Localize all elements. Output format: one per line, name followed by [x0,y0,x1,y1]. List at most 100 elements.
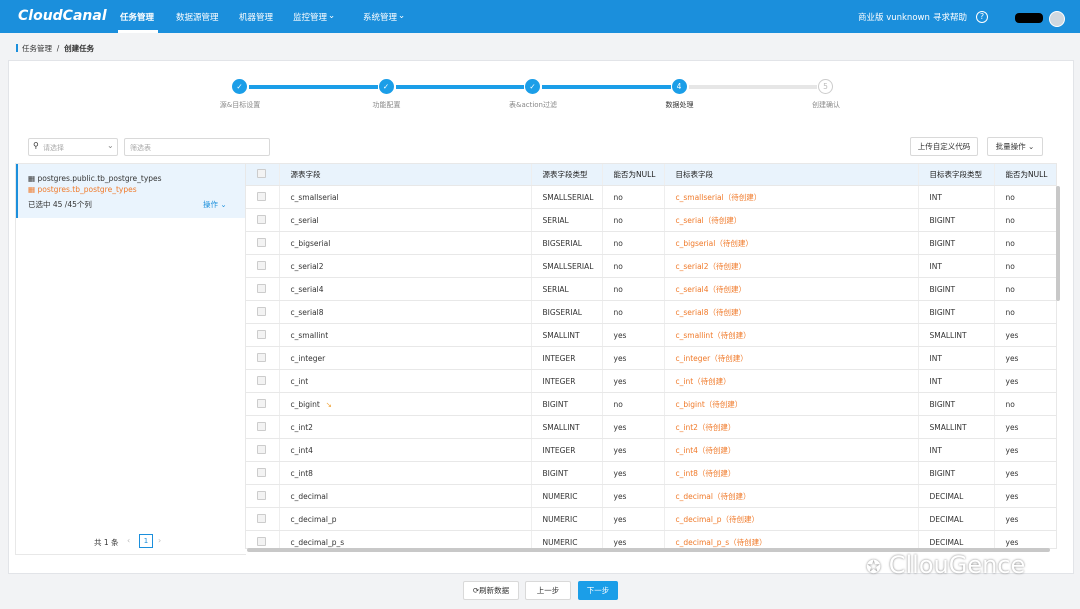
table-cell: c_serial4（待创建） [664,277,919,301]
table-cell: no [994,208,1056,232]
header-cell: 源表字段 [279,164,532,186]
table-cell: c_bigserial（待创建） [664,231,919,255]
header-cell: 能否为NULL [602,164,665,186]
table-cell: c_int4 [279,438,532,462]
checkbox[interactable] [257,237,266,247]
text: postgres.public.tb_postgre_types [37,174,162,183]
dropdown-arrow: ⌄ [107,141,114,150]
step-circle: 5 [818,79,833,94]
table-cell: c_bigint ↘ [279,392,532,416]
h-scrollbar[interactable] [247,548,1050,552]
table-cell: c_decimal_p_s（待创建） [664,530,919,548]
checkbox-cell [246,461,280,485]
checkbox[interactable] [257,306,266,316]
next-button[interactable]: 下一步 [578,581,618,600]
next-page[interactable]: › [158,536,162,545]
table-row: c_decimal NUMERIC yes c_decimal（待创建） DECIMAL… [246,484,1056,508]
checkbox[interactable] [257,352,266,362]
table-cell: c_serial（待创建） [664,208,919,232]
dropdown-arrow: ⌄ [328,11,336,21]
checkbox-cell [246,484,280,508]
step-connector [688,85,817,89]
table-cell: yes [994,346,1056,370]
menu-item[interactable]: 系统管理 [363,13,398,23]
avatar[interactable] [1049,11,1065,27]
table-cell: SMALLINT [918,415,995,439]
checkbox[interactable] [257,467,266,477]
checkbox[interactable] [257,214,266,224]
table-row: c_int2 SMALLINT yes c_int2（待创建） SMALLINT yes [246,415,1056,439]
table-item[interactable]: ▦ postgres.public.tb_postgre_types ▦ pos… [16,164,246,218]
table-row: c_decimal_p_s NUMERIC yes c_decimal_p_s（待创建… [246,530,1056,548]
prev-button[interactable]: 上一步 [525,581,571,600]
table-cell: BIGSERIAL [531,231,603,255]
table-cell: no [994,392,1056,416]
checkbox[interactable] [257,444,266,454]
table-cell: SMALLSERIAL [531,185,603,209]
table-cell: INT [918,185,995,209]
table-cell: c_serial2（待创建） [664,254,919,278]
checkbox[interactable] [257,283,266,293]
page-number[interactable]: 1 [139,534,153,548]
v-scrollbar[interactable] [1056,186,1060,301]
table-cell: INTEGER [531,346,603,370]
table-cell: BIGSERIAL [531,300,603,324]
checkbox-cell [246,346,280,370]
table-row: c_decimal_p NUMERIC yes c_decimal_p（待创建） DEC… [246,507,1056,531]
breadcrumb-bar [16,44,18,52]
table-cell: c_int8 [279,461,532,485]
table-row: c_serial8 BIGSERIAL no c_serial8（待创建） BIGINT… [246,300,1056,324]
watermark-text: CllouGence [888,551,1026,579]
label: 批量操作 [995,142,1026,151]
step-label: 数据处理 [665,101,694,109]
checkbox[interactable] [257,260,266,270]
table-cell: yes [994,323,1056,347]
table-cell: yes [602,484,665,508]
text: postgres.tb_postgre_types [37,185,137,194]
redacted-user [1015,13,1043,23]
logo[interactable]: CloudCanal [18,8,107,24]
step-label: 创建确认 [812,101,840,109]
checkbox-cell [246,530,280,548]
checkbox[interactable] [257,191,266,201]
table-row: c_int INTEGER yes c_int（待创建） INT yes [246,369,1056,393]
menu-item[interactable]: 机器管理 [239,13,274,23]
filter-input[interactable]: 筛选表 [124,138,270,156]
step-number: 4 [676,82,682,91]
table-cell: INT [918,254,995,278]
batch-button[interactable]: 批量操作 ⌄ [987,137,1043,156]
table-cell: c_decimal_p（待创建） [664,507,919,531]
table-cell: no [994,185,1056,209]
action-link[interactable]: 操作 ⌄ [203,200,227,209]
checkbox[interactable] [257,375,266,385]
checkbox[interactable] [257,398,266,408]
menu-item[interactable]: 任务管理 [120,13,155,23]
checkbox[interactable] [257,169,266,178]
help-icon[interactable]: ? [976,11,988,23]
checkbox[interactable] [257,490,266,500]
checkbox[interactable] [257,513,266,523]
breadcrumb-item[interactable]: 任务管理 [22,44,52,53]
refresh-button[interactable]: ⟳刷新数据 [463,581,519,600]
table-cell: yes [994,369,1056,393]
table-cell: c_int4（待创建） [664,438,919,462]
upload-button[interactable]: 上传自定义代码 [910,137,978,156]
menu-item[interactable]: 监控管理 [293,13,328,23]
prev-page[interactable]: ‹ [127,536,131,545]
header-cell [246,164,280,186]
table-cell: yes [994,484,1056,508]
table-cell: yes [602,438,665,462]
checkbox[interactable] [257,536,266,546]
header-cell: 源表字段类型 [531,164,603,186]
select-input[interactable]: ⚲ 请选择 ⌄ [28,138,118,156]
help-link[interactable]: 寻求帮助 [933,13,968,23]
menu-item[interactable]: 数据源管理 [176,13,219,23]
table-cell: INT [918,369,995,393]
table-cell: SMALLINT [531,415,603,439]
step-circle: ✓ [378,79,394,94]
checkbox[interactable] [257,421,266,431]
table-cell: yes [602,415,665,439]
table-cell: yes [602,530,665,548]
table-cell: c_decimal_p_s [279,530,532,548]
checkbox[interactable] [257,329,266,339]
